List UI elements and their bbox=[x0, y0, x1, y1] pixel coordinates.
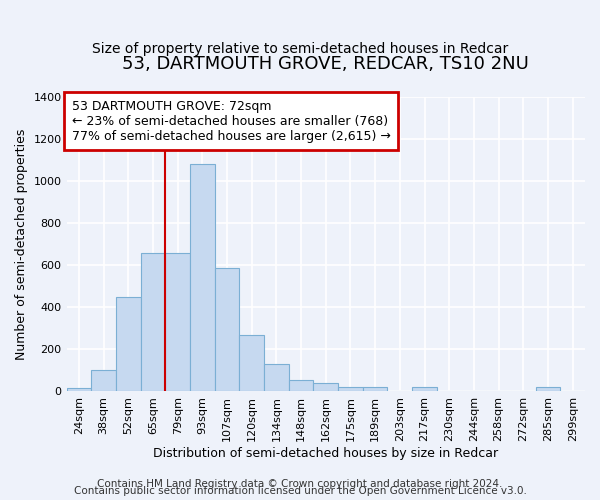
Bar bbox=[338, 387, 363, 392]
Bar bbox=[412, 387, 437, 392]
Text: Contains HM Land Registry data © Crown copyright and database right 2024.: Contains HM Land Registry data © Crown c… bbox=[97, 479, 503, 489]
Bar bbox=[363, 387, 388, 392]
Bar bbox=[536, 387, 560, 392]
Bar bbox=[165, 252, 190, 392]
Text: Size of property relative to semi-detached houses in Redcar: Size of property relative to semi-detach… bbox=[92, 42, 508, 56]
Bar bbox=[239, 334, 264, 392]
Bar bbox=[91, 370, 116, 392]
Bar bbox=[67, 388, 91, 392]
X-axis label: Distribution of semi-detached houses by size in Redcar: Distribution of semi-detached houses by … bbox=[153, 447, 499, 460]
Bar bbox=[116, 296, 140, 392]
Bar bbox=[215, 268, 239, 392]
Bar bbox=[140, 252, 165, 392]
Bar bbox=[289, 380, 313, 392]
Title: 53, DARTMOUTH GROVE, REDCAR, TS10 2NU: 53, DARTMOUTH GROVE, REDCAR, TS10 2NU bbox=[122, 55, 529, 73]
Text: 53 DARTMOUTH GROVE: 72sqm
← 23% of semi-detached houses are smaller (768)
77% of: 53 DARTMOUTH GROVE: 72sqm ← 23% of semi-… bbox=[72, 100, 391, 142]
Text: Contains public sector information licensed under the Open Government Licence v3: Contains public sector information licen… bbox=[74, 486, 526, 496]
Bar bbox=[313, 383, 338, 392]
Bar bbox=[190, 164, 215, 392]
Bar bbox=[264, 364, 289, 392]
Y-axis label: Number of semi-detached properties: Number of semi-detached properties bbox=[15, 128, 28, 360]
